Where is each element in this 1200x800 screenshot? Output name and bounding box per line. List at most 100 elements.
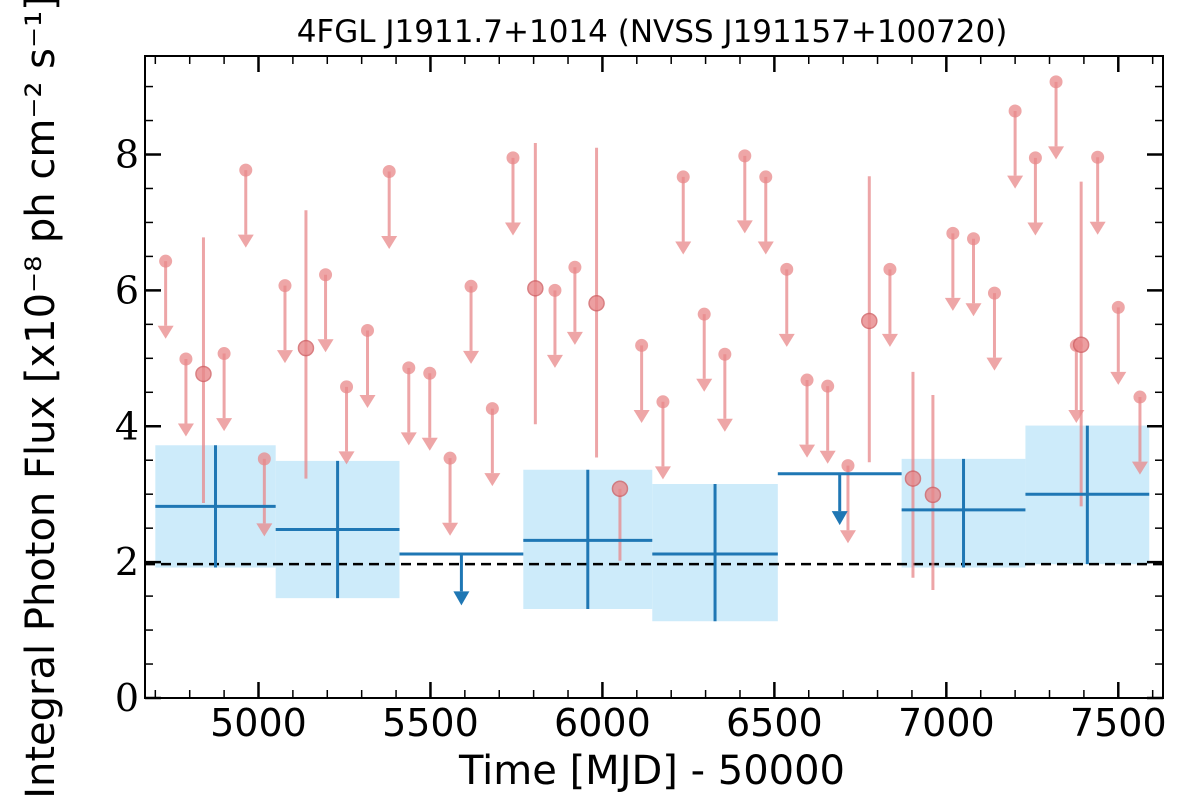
upper-limit-point <box>821 379 835 393</box>
upper-limit-point <box>676 170 690 184</box>
short-bin-series <box>157 75 1148 590</box>
upper-limit-point <box>239 163 253 177</box>
upper-limit-point <box>568 260 582 274</box>
upper-limit-point <box>800 373 814 387</box>
upper-limit-arrow <box>1007 175 1024 189</box>
y-tick-label: 0 <box>115 676 139 720</box>
x-tick-label: 7500 <box>1070 701 1167 745</box>
upper-limit-point <box>443 451 457 465</box>
upper-limit-arrow <box>881 333 898 347</box>
y-tick-label: 6 <box>115 268 139 312</box>
upper-limit-arrow <box>778 333 795 347</box>
y-tick-label: 4 <box>115 404 139 448</box>
upper-limit-arrow <box>400 432 417 446</box>
y-tick-label: 2 <box>115 540 139 584</box>
upper-limit-arrow <box>654 466 671 480</box>
upper-limit-arrow <box>799 444 816 458</box>
upper-limit-point <box>485 402 499 416</box>
upper-limit-point <box>179 352 193 366</box>
upper-limit-point <box>319 268 333 282</box>
upper-limit-arrow <box>421 437 438 451</box>
upper-limit-arrow <box>986 357 1003 371</box>
x-tick-label: 5500 <box>382 701 479 745</box>
axis-ticks: 5000 5500 6000 6500 7000 7500 0 2 4 6 8 <box>115 56 1167 745</box>
upper-limit-point <box>506 151 520 165</box>
upper-limit-point <box>967 232 981 246</box>
upper-limit-point <box>635 338 649 352</box>
upper-limit-point <box>340 380 354 394</box>
upper-limit-point <box>738 149 752 163</box>
upper-limit-arrow <box>216 418 233 432</box>
upper-limit-arrow <box>696 378 713 392</box>
upper-limit-point <box>1028 151 1042 165</box>
upper-limit-arrow <box>965 303 982 317</box>
upper-limit-arrow <box>675 241 692 255</box>
upper-limit-point <box>780 262 794 276</box>
detection-point <box>861 312 878 330</box>
upper-limit-arrow <box>1089 221 1106 235</box>
plot-border <box>144 55 1164 699</box>
upper-limit-arrow <box>546 354 563 368</box>
upper-limit-point <box>402 361 416 375</box>
upper-limit-arrow <box>1131 461 1148 475</box>
x-tick-label: 5000 <box>210 701 307 745</box>
upper-limit-point <box>697 307 711 321</box>
upper-limit-arrow <box>633 409 650 423</box>
upper-limit-point <box>883 262 897 276</box>
upper-limit-arrow <box>484 473 501 487</box>
upper-limit-point <box>382 164 396 178</box>
upper-limit-arrow <box>359 395 376 409</box>
upper-limit-point <box>656 395 670 409</box>
upper-limit-arrow <box>839 530 856 544</box>
chart-title: 4FGL J1911.7+1014 (NVSS J191157+100720) <box>297 14 1008 50</box>
upper-limit-point <box>841 459 855 473</box>
detection-point <box>924 486 942 504</box>
x-axis-label: Time [MJD] - 50000 <box>458 748 845 794</box>
upper-limit-arrow <box>338 451 355 465</box>
upper-limit-point <box>946 226 960 240</box>
upper-limit-point <box>759 170 773 184</box>
upper-limit-point <box>1091 150 1105 164</box>
upper-limit-arrow <box>256 523 273 537</box>
long-bin-limit-arrow <box>453 591 470 606</box>
detection-point <box>1072 336 1090 353</box>
x-tick-label: 6500 <box>726 701 823 745</box>
upper-limit-arrow <box>276 350 293 364</box>
long-bin-limit-arrow <box>831 511 848 526</box>
upper-limit-arrow <box>237 234 254 248</box>
upper-limit-arrow <box>1110 371 1127 385</box>
upper-limit-arrow <box>317 339 334 353</box>
confidence-bands <box>155 425 1150 622</box>
upper-limit-point <box>423 366 437 380</box>
upper-limit-arrow <box>381 236 398 250</box>
upper-limit-arrow <box>566 331 583 345</box>
upper-limit-point <box>718 347 732 361</box>
upper-limit-arrow <box>463 350 480 364</box>
detection-point <box>904 470 922 487</box>
upper-limit-arrow <box>1027 222 1044 236</box>
upper-limit-point <box>159 254 173 268</box>
upper-limit-arrow <box>1048 146 1065 160</box>
upper-limit-point <box>987 286 1001 300</box>
upper-limit-arrow <box>757 241 774 255</box>
upper-limit-arrow <box>944 297 961 311</box>
upper-limit-point <box>548 283 562 297</box>
upper-limit-point <box>1049 75 1063 89</box>
upper-limit-point <box>257 452 271 466</box>
upper-limit-point <box>217 347 231 361</box>
upper-limit-arrow <box>736 220 753 234</box>
detection-point <box>611 480 629 498</box>
x-tick-label: 6000 <box>554 701 651 745</box>
upper-limit-point <box>1008 104 1022 118</box>
detection-point <box>527 280 544 297</box>
upper-limit-arrow <box>157 325 174 339</box>
y-axis-label: Integral Photon Flux [x10⁻⁸ ph cm⁻² s⁻¹] <box>18 0 64 799</box>
detection-point <box>297 339 315 357</box>
upper-limit-arrow <box>819 450 836 464</box>
upper-limit-point <box>361 323 375 337</box>
upper-limit-arrow <box>177 423 194 437</box>
y-tick-label: 8 <box>115 133 139 177</box>
upper-limit-point <box>278 279 292 293</box>
x-tick-label: 7000 <box>898 701 995 745</box>
